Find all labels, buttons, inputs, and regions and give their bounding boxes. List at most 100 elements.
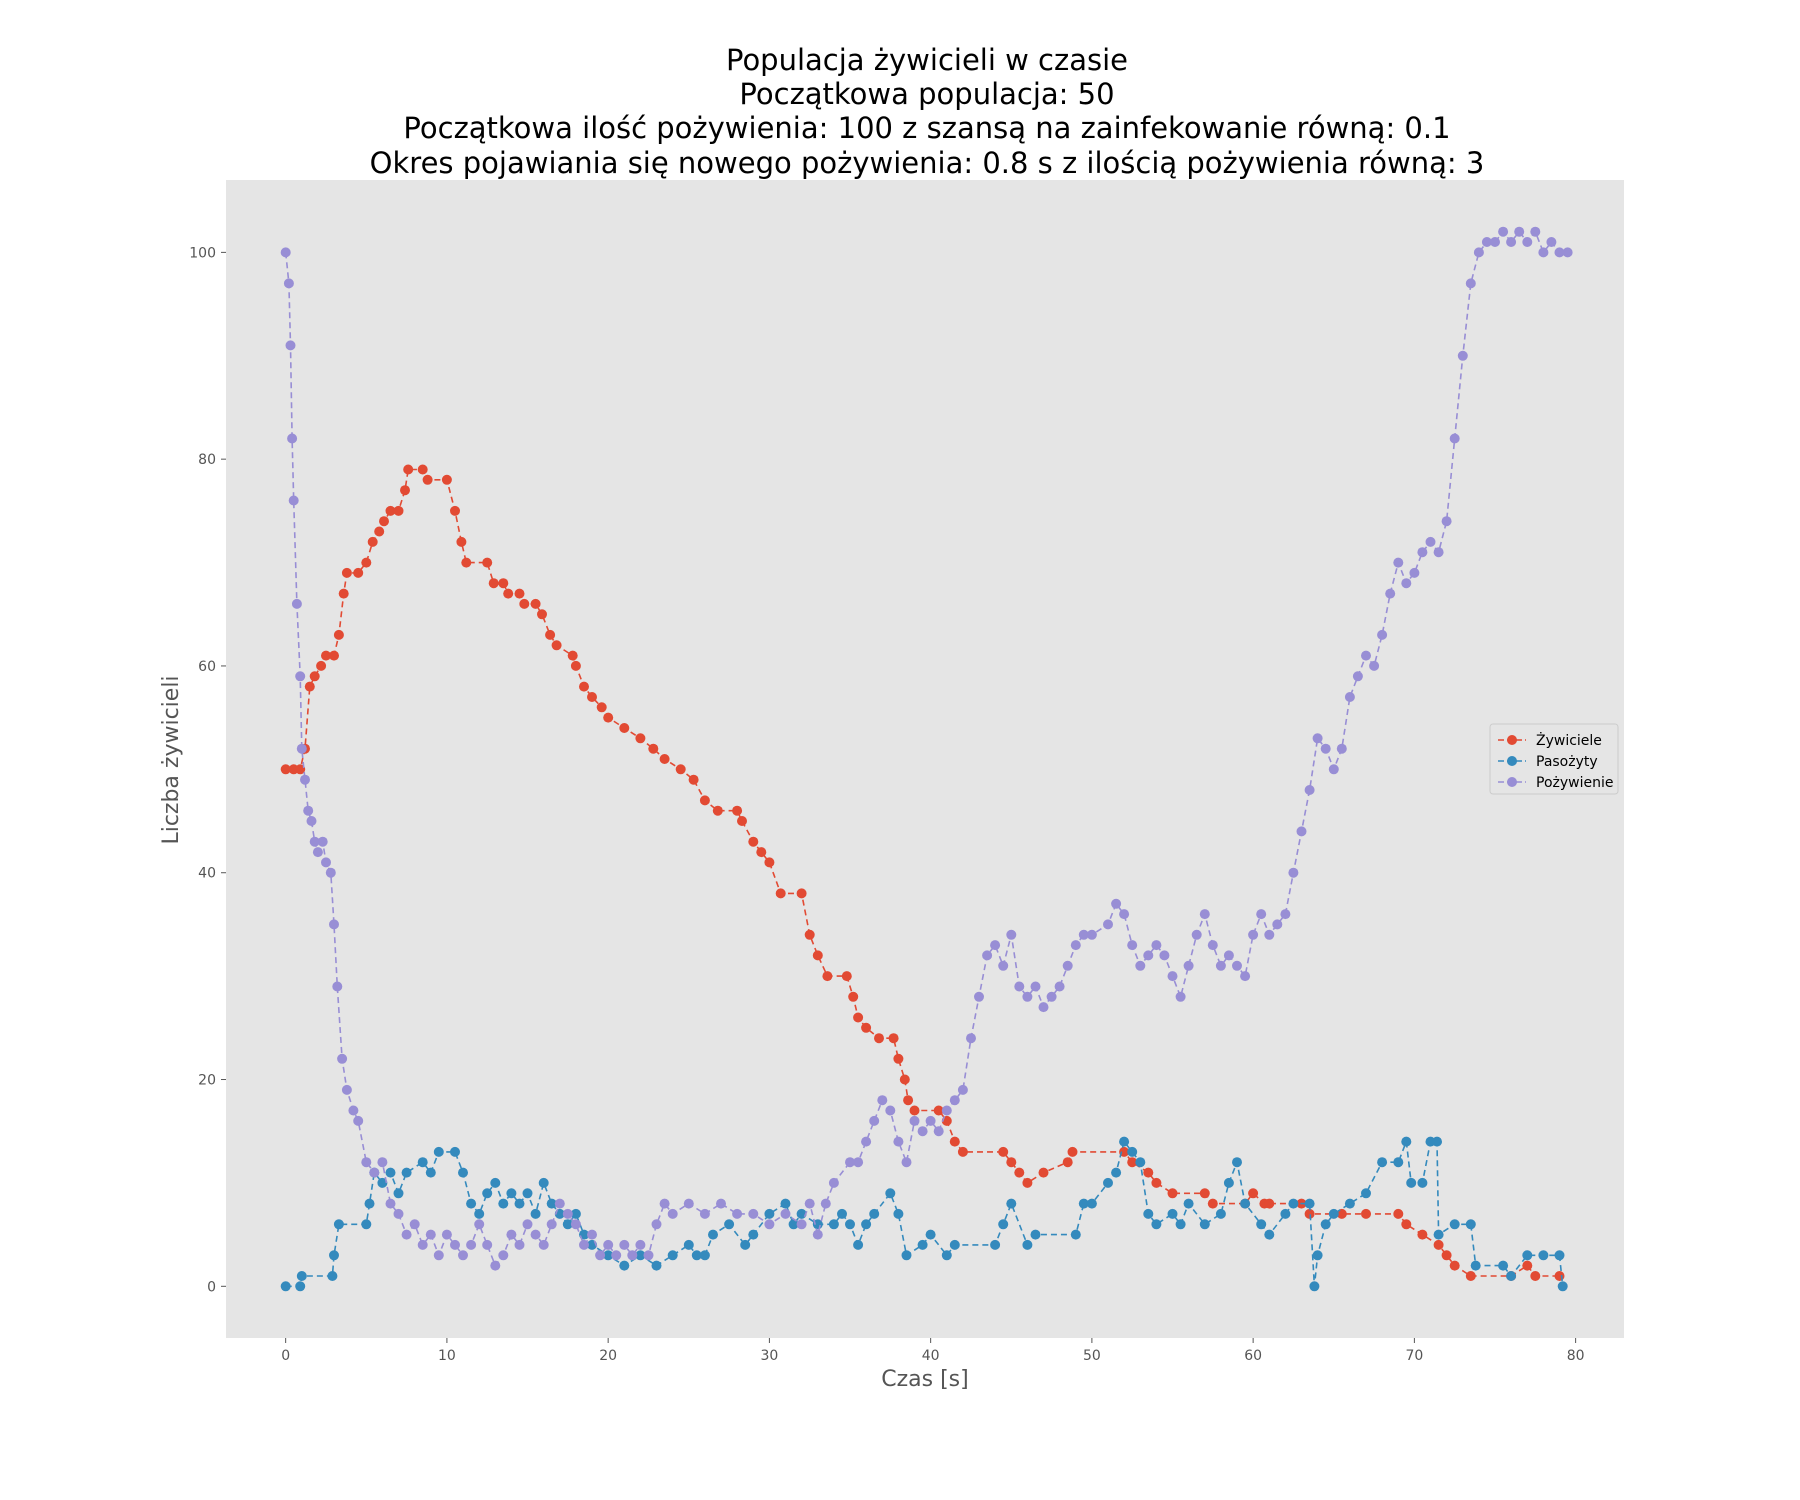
data-point bbox=[1393, 557, 1404, 568]
data-point bbox=[296, 743, 307, 754]
data-point bbox=[1457, 350, 1468, 361]
x-tick-label: 80 bbox=[1567, 1348, 1585, 1364]
data-point bbox=[538, 1177, 549, 1188]
data-point bbox=[643, 1250, 654, 1261]
data-point bbox=[957, 1146, 968, 1157]
data-point bbox=[1006, 1157, 1017, 1168]
x-tick-label: 30 bbox=[760, 1348, 778, 1364]
data-point bbox=[369, 1167, 380, 1178]
data-point bbox=[1280, 909, 1291, 920]
data-point bbox=[1401, 1219, 1412, 1230]
data-point bbox=[1038, 1002, 1049, 1013]
data-point bbox=[845, 1157, 855, 1168]
data-point bbox=[1191, 929, 1202, 940]
data-point bbox=[514, 1198, 525, 1209]
data-point bbox=[990, 1239, 1001, 1250]
data-point bbox=[1449, 1260, 1460, 1271]
data-point bbox=[1546, 237, 1557, 247]
data-point bbox=[417, 1157, 428, 1168]
series-layer bbox=[280, 226, 1573, 1292]
data-point bbox=[732, 1208, 743, 1219]
x-tick-label: 40 bbox=[922, 1348, 940, 1364]
data-point bbox=[1522, 237, 1533, 247]
x-tick-label: 20 bbox=[599, 1348, 617, 1364]
data-point bbox=[804, 1198, 815, 1209]
x-tick-label: 50 bbox=[1083, 1348, 1101, 1364]
data-point bbox=[321, 857, 331, 868]
data-point bbox=[853, 1157, 864, 1168]
data-point bbox=[1167, 1208, 1178, 1219]
data-point bbox=[990, 940, 1001, 951]
data-point bbox=[861, 1136, 872, 1147]
data-point bbox=[1320, 743, 1331, 754]
data-point bbox=[764, 857, 775, 868]
data-point bbox=[1554, 247, 1565, 258]
data-point bbox=[1223, 950, 1234, 961]
data-point bbox=[596, 702, 607, 713]
data-point bbox=[503, 588, 514, 599]
data-point bbox=[699, 1208, 710, 1219]
data-point bbox=[1344, 1198, 1355, 1209]
data-point bbox=[379, 516, 389, 527]
data-point bbox=[635, 1250, 646, 1261]
data-point bbox=[775, 888, 786, 899]
data-point bbox=[1401, 578, 1412, 589]
data-point bbox=[1086, 1198, 1097, 1209]
data-point bbox=[1046, 991, 1057, 1002]
data-point bbox=[1377, 1157, 1388, 1168]
data-point bbox=[1470, 1260, 1481, 1271]
data-point bbox=[409, 1219, 420, 1230]
data-point bbox=[925, 1115, 936, 1126]
data-point bbox=[667, 1250, 678, 1261]
data-point bbox=[498, 578, 509, 589]
data-point bbox=[1417, 547, 1428, 558]
data-point bbox=[1538, 247, 1549, 258]
data-point bbox=[1135, 1157, 1146, 1168]
data-point bbox=[888, 1033, 899, 1044]
data-point bbox=[780, 1198, 791, 1209]
data-point bbox=[530, 598, 541, 609]
data-point bbox=[712, 805, 723, 816]
data-point bbox=[893, 1053, 904, 1064]
y-tick-label: 0 bbox=[207, 1279, 216, 1295]
data-point bbox=[909, 1115, 920, 1126]
data-point bbox=[974, 991, 984, 1002]
data-point bbox=[1530, 1271, 1541, 1281]
data-point bbox=[1336, 1208, 1347, 1219]
data-point bbox=[1135, 960, 1146, 971]
data-point bbox=[1352, 671, 1363, 682]
data-point bbox=[304, 681, 315, 692]
data-point bbox=[1557, 1281, 1568, 1292]
data-point bbox=[1175, 991, 1186, 1002]
data-point bbox=[764, 1208, 775, 1219]
data-point bbox=[688, 774, 699, 785]
data-point bbox=[1038, 1167, 1049, 1178]
data-point bbox=[1014, 981, 1025, 992]
data-point bbox=[651, 1219, 662, 1230]
data-point bbox=[1248, 929, 1259, 940]
data-point bbox=[796, 888, 807, 899]
data-point bbox=[941, 1105, 952, 1116]
data-point bbox=[458, 1250, 468, 1261]
data-point bbox=[780, 1208, 791, 1219]
data-point bbox=[441, 474, 452, 485]
data-point bbox=[998, 1146, 1009, 1157]
data-point bbox=[1078, 1198, 1089, 1209]
title-line-4: Okres pojawiania się nowego pożywienia: … bbox=[370, 146, 1485, 180]
data-point bbox=[1256, 1219, 1267, 1230]
data-point bbox=[1441, 1250, 1452, 1261]
data-point bbox=[848, 991, 859, 1002]
data-point bbox=[341, 1084, 352, 1095]
data-point bbox=[283, 278, 294, 289]
data-point bbox=[861, 1219, 872, 1230]
data-point bbox=[570, 1208, 581, 1219]
data-point bbox=[291, 598, 302, 609]
data-point bbox=[732, 805, 743, 816]
data-point bbox=[1377, 629, 1388, 640]
data-point bbox=[1078, 929, 1089, 940]
data-point bbox=[441, 1229, 452, 1240]
data-point bbox=[579, 681, 589, 692]
data-point bbox=[899, 1074, 910, 1085]
data-point bbox=[1441, 516, 1452, 527]
